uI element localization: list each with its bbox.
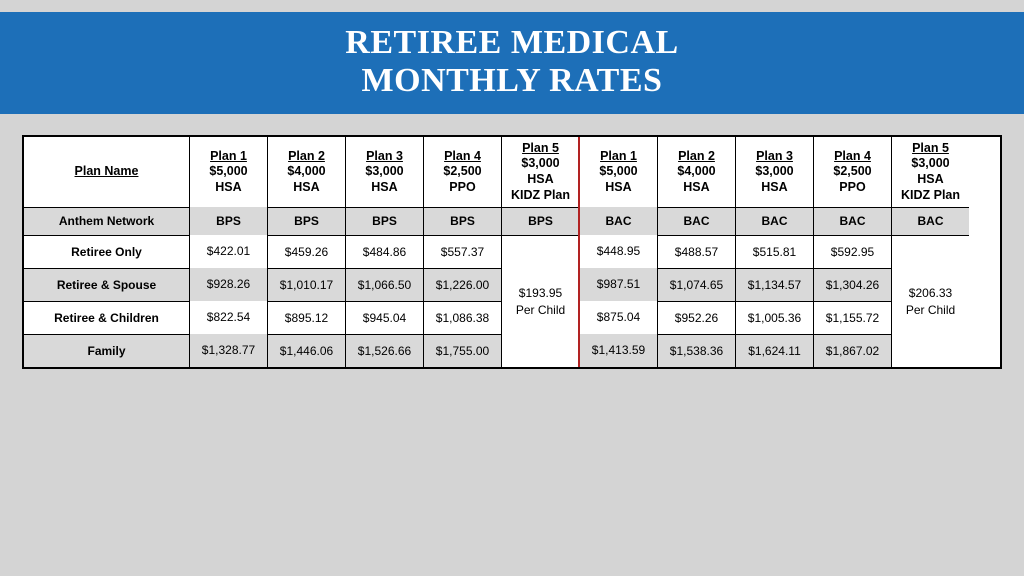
- rate-cell: $1,066.50: [345, 268, 423, 301]
- rate-cell: $987.51: [579, 268, 657, 301]
- network-code: BAC: [579, 207, 657, 235]
- title-line-2: MONTHLY RATES: [0, 62, 1024, 100]
- rate-cell: $1,086.38: [423, 301, 501, 334]
- plan-header: Plan 3$3,000HSA: [735, 137, 813, 207]
- plan-header: Plan 1$5,000HSA: [189, 137, 267, 207]
- rate-cell: $448.95: [579, 235, 657, 268]
- plan-header: Plan 2$4,000HSA: [657, 137, 735, 207]
- plan-header: Plan 4$2,500PPO: [423, 137, 501, 207]
- rate-cell: $1,304.26: [813, 268, 891, 301]
- rate-cell: $1,538.36: [657, 334, 735, 367]
- rate-cell: $557.37: [423, 235, 501, 268]
- plan-header: Plan 4$2,500PPO: [813, 137, 891, 207]
- network-code: BPS: [267, 207, 345, 235]
- network-code: BPS: [501, 207, 579, 235]
- plan-header: Plan 1$5,000HSA: [579, 137, 657, 207]
- rate-cell: $1,134.57: [735, 268, 813, 301]
- network-code: BPS: [423, 207, 501, 235]
- rate-cell: $1,074.65: [657, 268, 735, 301]
- rate-cell: $488.57: [657, 235, 735, 268]
- network-bac-plans: Plan 1$5,000HSA Plan 2$4,000HSA Plan 3$3…: [579, 137, 891, 367]
- plan-header: Plan 5$3,000HSAKIDZ Plan: [501, 137, 579, 207]
- rate-cell: $1,867.02: [813, 334, 891, 367]
- row-label: Retiree & Spouse: [24, 268, 189, 301]
- kidz-rate: $193.95Per Child: [501, 235, 579, 367]
- network-bac-kidz: Plan 5$3,000HSAKIDZ Plan BAC $206.33Per …: [891, 137, 969, 367]
- row-label: Family: [24, 334, 189, 367]
- network-bps-kidz: Plan 5$3,000HSAKIDZ Plan BPS $193.95Per …: [501, 137, 579, 367]
- plan-header: Plan 3$3,000HSA: [345, 137, 423, 207]
- rate-cell: $875.04: [579, 301, 657, 334]
- rate-cell: $1,226.00: [423, 268, 501, 301]
- plan-header: Plan 5$3,000HSAKIDZ Plan: [891, 137, 969, 207]
- network-bps-plans: Plan 1$5,000HSA Plan 2$4,000HSA Plan 3$3…: [189, 137, 501, 367]
- rate-cell: $1,010.17: [267, 268, 345, 301]
- rate-cell: $515.81: [735, 235, 813, 268]
- plan-name-header: Plan Name: [24, 137, 189, 207]
- rate-cell: $1,328.77: [189, 334, 267, 367]
- network-code: BPS: [345, 207, 423, 235]
- rates-table: Plan Name Anthem Network Retiree Only Re…: [22, 135, 1002, 369]
- row-labels-column: Plan Name Anthem Network Retiree Only Re…: [24, 137, 189, 367]
- row-label: Retiree & Children: [24, 301, 189, 334]
- rate-cell: $952.26: [657, 301, 735, 334]
- title-banner: RETIREE MEDICAL MONTHLY RATES: [0, 12, 1024, 114]
- network-row-label: Anthem Network: [24, 207, 189, 235]
- rate-cell: $484.86: [345, 235, 423, 268]
- rate-cell: $592.95: [813, 235, 891, 268]
- rate-cell: $928.26: [189, 268, 267, 301]
- rate-cell: $1,413.59: [579, 334, 657, 367]
- network-code: BAC: [891, 207, 969, 235]
- rate-cell: $945.04: [345, 301, 423, 334]
- network-code: BAC: [657, 207, 735, 235]
- rate-cell: $895.12: [267, 301, 345, 334]
- plan-header: Plan 2$4,000HSA: [267, 137, 345, 207]
- rate-cell: $1,624.11: [735, 334, 813, 367]
- rate-cell: $1,526.66: [345, 334, 423, 367]
- rate-cell: $1,446.06: [267, 334, 345, 367]
- rate-cell: $822.54: [189, 301, 267, 334]
- network-code: BAC: [813, 207, 891, 235]
- title-line-1: RETIREE MEDICAL: [0, 24, 1024, 62]
- rate-cell: $422.01: [189, 235, 267, 268]
- rate-cell: $459.26: [267, 235, 345, 268]
- row-label: Retiree Only: [24, 235, 189, 268]
- rate-cell: $1,155.72: [813, 301, 891, 334]
- rate-cell: $1,755.00: [423, 334, 501, 367]
- kidz-rate: $206.33Per Child: [891, 235, 969, 367]
- network-code: BAC: [735, 207, 813, 235]
- network-code: BPS: [189, 207, 267, 235]
- rate-cell: $1,005.36: [735, 301, 813, 334]
